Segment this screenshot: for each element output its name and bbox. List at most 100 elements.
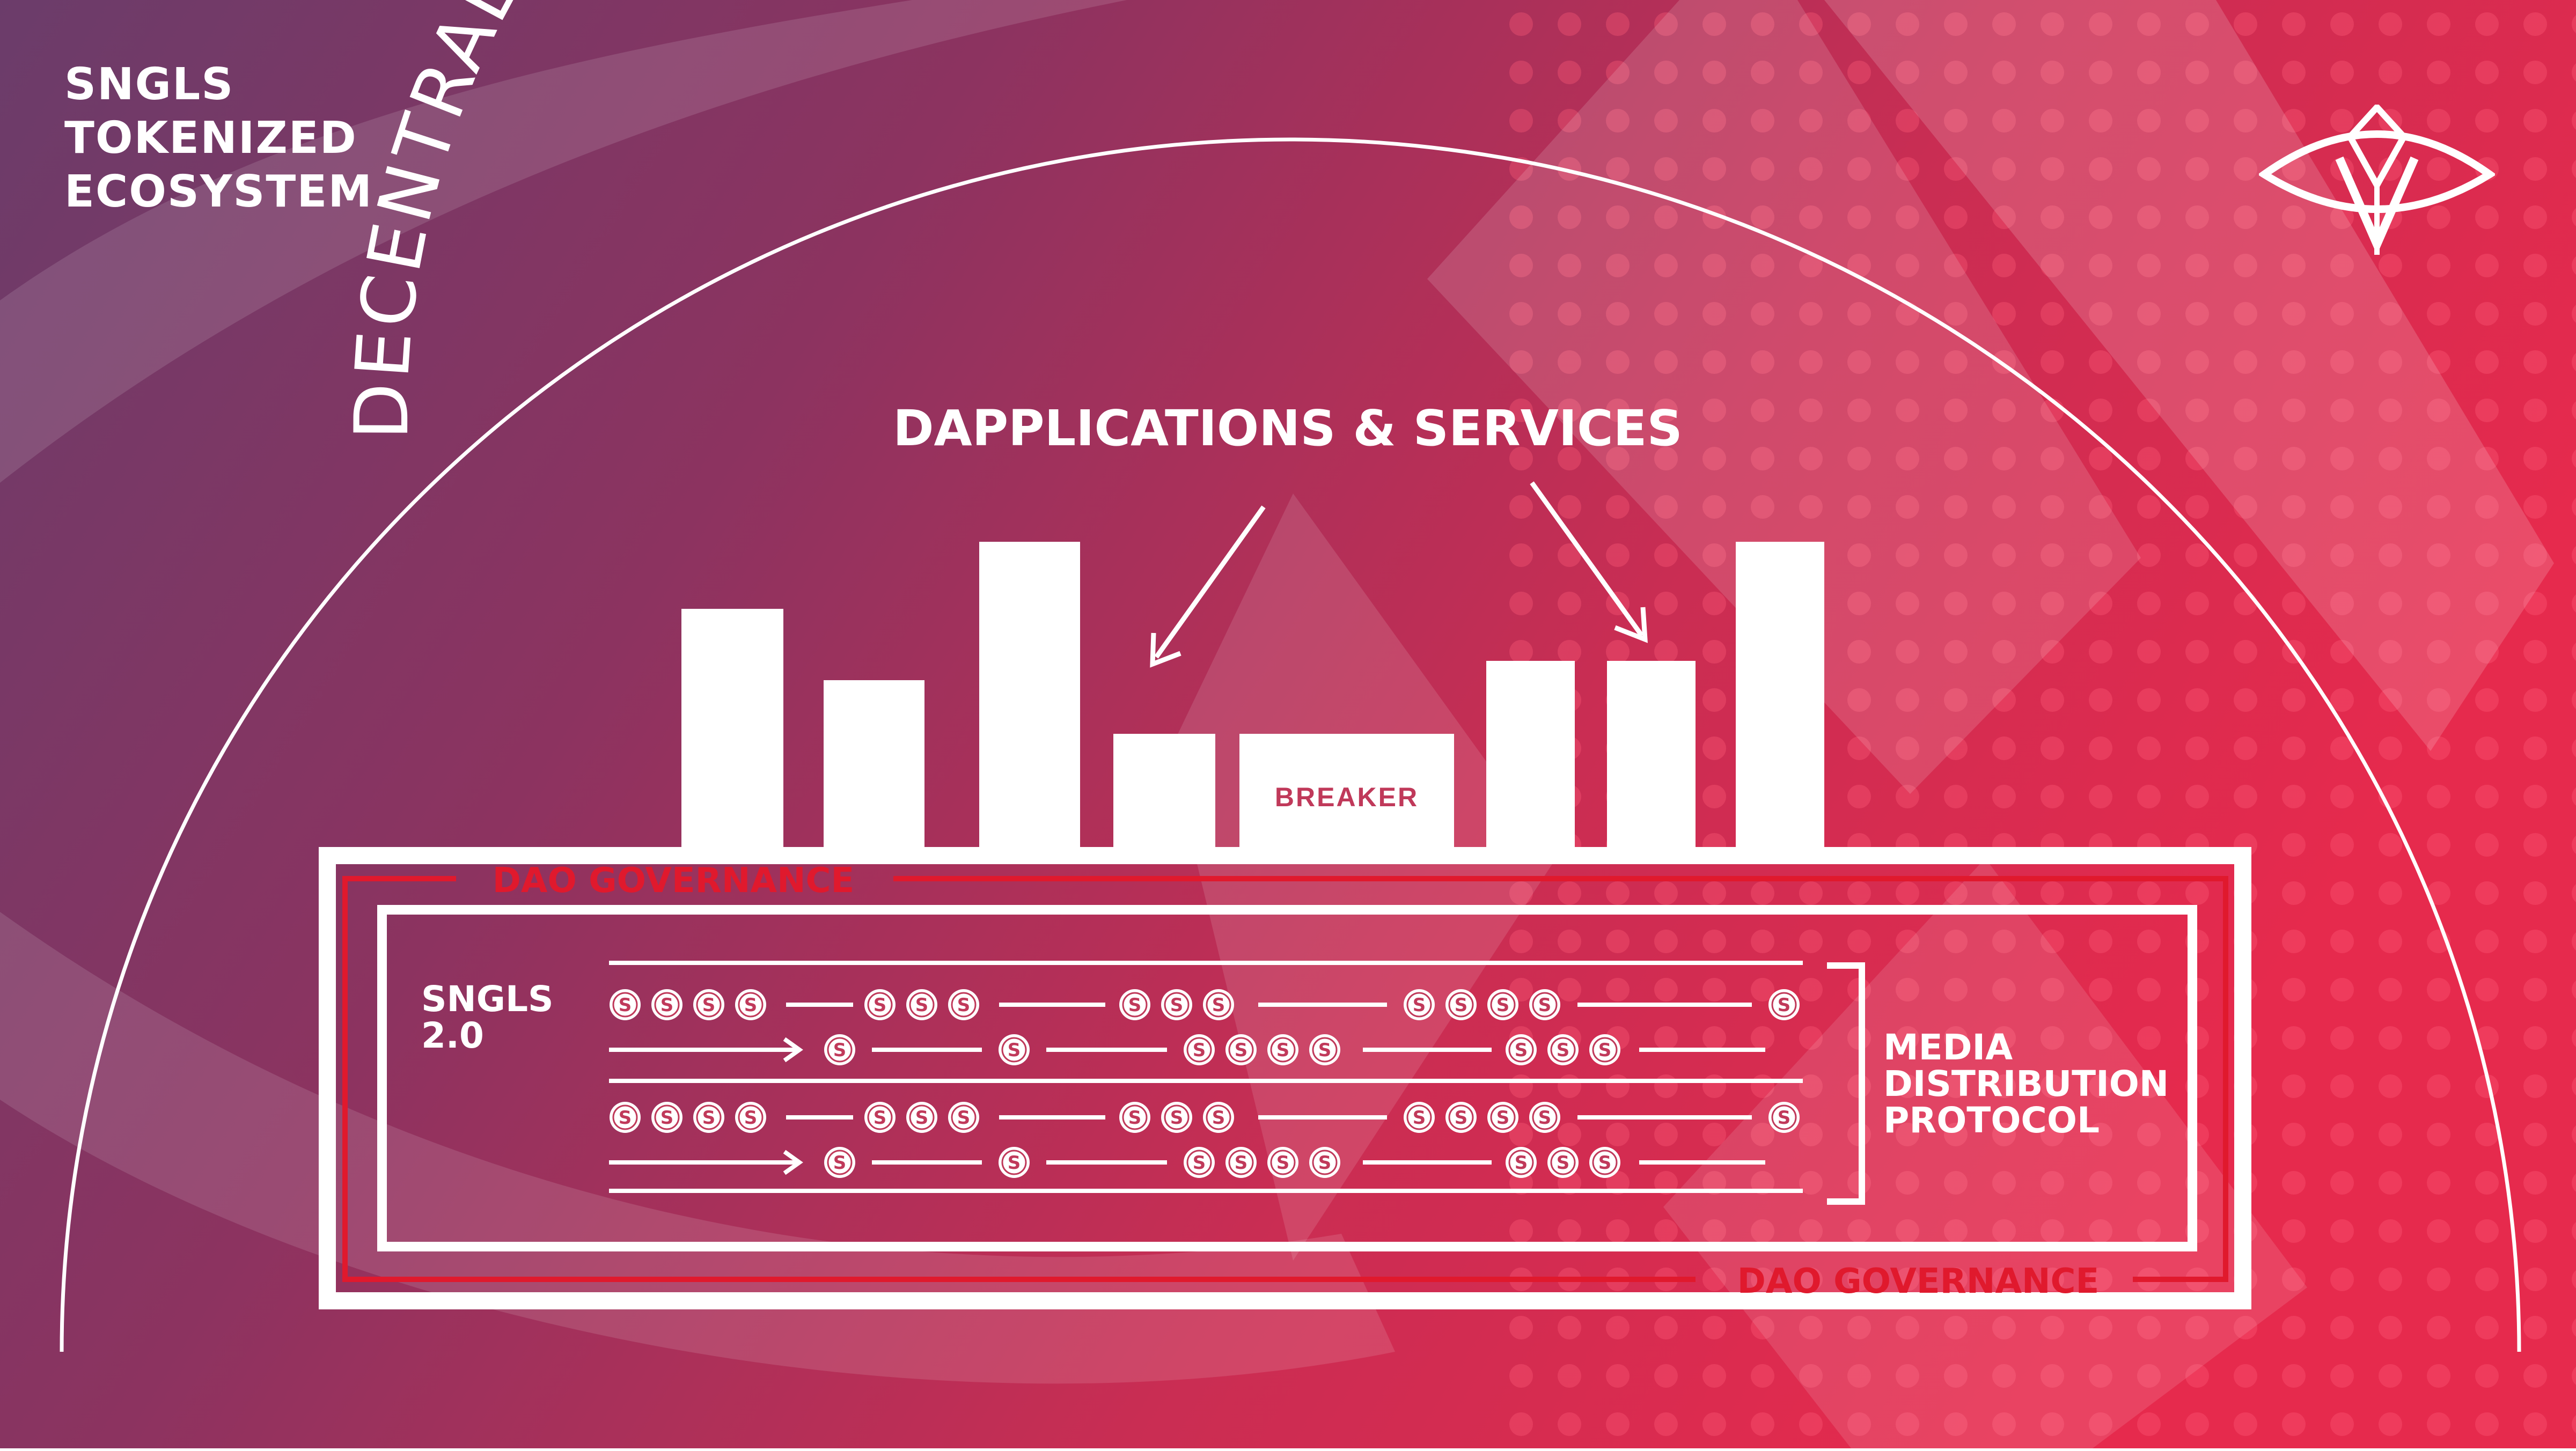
token-coin-icon: S [1119, 1102, 1150, 1133]
token-coin-icon: S [1184, 1147, 1215, 1178]
token-coin-icon: S [610, 1102, 641, 1133]
svg-text:S: S [1496, 995, 1510, 1016]
dao-governance-label-top: DAO GOVERNANCE [493, 861, 854, 901]
svg-text:S: S [915, 995, 929, 1016]
token-coin-icon: S [610, 989, 641, 1020]
token-coin-icon: S [1589, 1147, 1620, 1178]
token-coin-icon: S [1547, 1034, 1579, 1065]
svg-text:S: S [1193, 1152, 1206, 1174]
token-coin-icon: S [1529, 1102, 1560, 1133]
arrow-icon [1530, 481, 1648, 643]
dome-arc [60, 137, 2521, 1352]
token-coin-icon: S [864, 1102, 896, 1133]
protocol-frame [377, 905, 2197, 1251]
svg-text:S: S [1538, 995, 1552, 1016]
platform-frame [319, 847, 2251, 1309]
title-line: ECOSYSTEM [64, 166, 373, 217]
dao-governance-frame [342, 876, 2228, 1282]
token-coin-icon: S [651, 989, 682, 1020]
svg-text:S: S [833, 1040, 847, 1061]
svg-text:S: S [1455, 1107, 1468, 1129]
svg-text:S: S [1598, 1040, 1612, 1061]
token-coin-icon: S [948, 989, 979, 1020]
token-coin-icon: S [906, 989, 937, 1020]
svg-text:S: S [1515, 1152, 1528, 1174]
svg-text:S: S [1276, 1040, 1290, 1061]
token-coin-icon: S [1547, 1147, 1579, 1178]
dapp-bar [1486, 661, 1575, 858]
label-line: SNGLS [421, 978, 554, 1020]
svg-text:S: S [744, 1107, 758, 1129]
token-coin-icon: S [906, 1102, 937, 1133]
token-coin-icon: S [1487, 1102, 1518, 1133]
svg-text:S: S [1496, 1107, 1510, 1129]
token-coin-icon: S [1768, 1102, 1800, 1133]
token-coin-icon: S [824, 1034, 855, 1065]
dapp-bar [1607, 661, 1696, 858]
svg-text:S: S [1170, 1107, 1184, 1129]
token-coin-icon: S [1184, 1034, 1215, 1065]
token-coin-icon: S [1203, 989, 1234, 1020]
svg-text:S: S [1008, 1040, 1021, 1061]
svg-text:S: S [1008, 1152, 1021, 1174]
dapp-bar [979, 542, 1080, 858]
token-coin-icon: S [824, 1147, 855, 1178]
token-coin-icon: S [1267, 1034, 1298, 1065]
token-coin-icon: S [1445, 989, 1477, 1020]
svg-text:S: S [833, 1152, 847, 1174]
token-coin-icon: S [735, 989, 766, 1020]
svg-text:S: S [1235, 1040, 1248, 1061]
title-line: TOKENIZED [64, 113, 357, 164]
svg-text:S: S [874, 1107, 887, 1129]
dapp-bar [1239, 734, 1454, 858]
token-coin-icon: S [1225, 1034, 1257, 1065]
svg-text:S: S [1212, 1107, 1225, 1129]
svg-text:S: S [1557, 1152, 1570, 1174]
token-coin-icon: S [948, 1102, 979, 1133]
token-coin-icon: S [1203, 1102, 1234, 1133]
arrow-icon [783, 1037, 803, 1063]
token-coin-icon: S [651, 1102, 682, 1133]
svg-text:S: S [1318, 1152, 1332, 1174]
arrow-icon [783, 1150, 803, 1175]
svg-text:S: S [619, 995, 632, 1016]
token-coin-icon: S [1309, 1034, 1340, 1065]
svg-text:S: S [1212, 995, 1225, 1016]
svg-text:S: S [1538, 1107, 1552, 1129]
token-coin-icon: S [1404, 1102, 1435, 1133]
label-line: 2.0 [421, 1015, 484, 1056]
svg-text:S: S [957, 1107, 971, 1129]
svg-text:S: S [702, 1107, 716, 1129]
dapp-bar [1736, 542, 1824, 858]
token-coin-icon: S [1768, 989, 1800, 1020]
token-coin-icon: S [693, 989, 724, 1020]
dapp-bar [824, 680, 924, 858]
dapps-label: DAPPLICATIONS & SERVICES [893, 400, 1683, 457]
svg-text:S: S [619, 1107, 632, 1129]
svg-text:S: S [957, 995, 971, 1016]
svg-text:S: S [915, 1107, 929, 1129]
dapp-bars [681, 542, 1824, 858]
svg-text:S: S [1413, 1107, 1426, 1129]
svg-text:S: S [1128, 995, 1142, 1016]
svg-text:S: S [1235, 1152, 1248, 1174]
token-coin-icon: S [1589, 1034, 1620, 1065]
token-coin-icon: S [1161, 1102, 1192, 1133]
label-line: MEDIA [1883, 1027, 2013, 1068]
svg-text:S: S [1598, 1152, 1612, 1174]
svg-text:S: S [660, 1107, 674, 1129]
dapp-bar [681, 609, 783, 858]
svg-text:S: S [1276, 1152, 1290, 1174]
token-coin-icon: S [1529, 989, 1560, 1020]
token-coin-icon: S [1267, 1147, 1298, 1178]
dao-governance-label-bottom: DAO GOVERNANCE [1737, 1262, 2099, 1301]
decor-band-top [0, 0, 1127, 483]
token-coin-icon: S [1506, 1034, 1537, 1065]
label-line: PROTOCOL [1883, 1100, 2100, 1141]
token-coin-icon: S [693, 1102, 724, 1133]
token-coin-icon: S [1309, 1147, 1340, 1178]
svg-text:S: S [744, 995, 758, 1016]
breaker-label: BREAKER [1275, 782, 1419, 812]
token-coin-icon: S [999, 1034, 1030, 1065]
token-coin-icon: S [1487, 989, 1518, 1020]
